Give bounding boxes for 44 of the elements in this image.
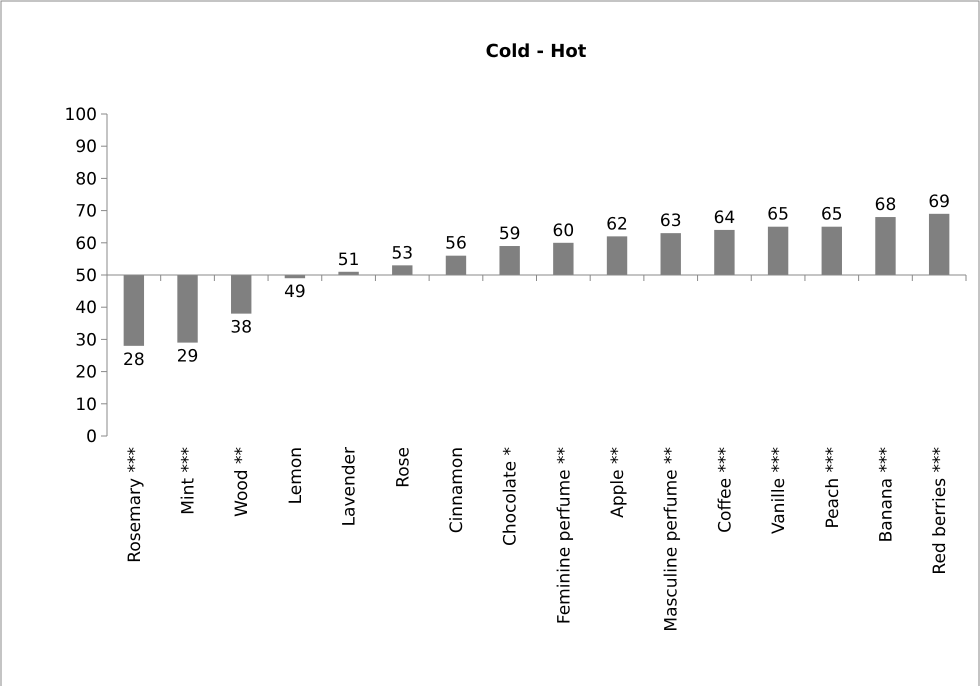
y-tick-label: 0	[86, 427, 97, 447]
data-label: 63	[660, 211, 682, 232]
x-tick-label: Cinnamon	[446, 447, 467, 534]
data-label: 65	[767, 204, 789, 225]
data-label: 60	[552, 220, 574, 241]
data-label: 59	[498, 224, 520, 244]
x-tick-label: Chocolate *	[500, 447, 521, 546]
x-tick-label: Masculine perfume **	[662, 447, 682, 632]
data-label: 38	[230, 318, 252, 338]
x-tick-label: Wood **	[232, 447, 252, 517]
chart-title: Cold - Hot	[486, 41, 587, 62]
x-tick-label: Red berries ***	[930, 447, 950, 575]
x-tick-label: Feminine perfume **	[554, 447, 574, 624]
y-tick-label: 10	[75, 394, 97, 415]
data-label: 69	[928, 192, 950, 212]
x-tick-label: Peach ***	[822, 447, 843, 529]
x-tick-label: Lemon	[286, 447, 306, 504]
y-tick-label: 30	[75, 330, 97, 350]
x-tick-label: Rose	[393, 447, 414, 488]
y-tick-label: 40	[75, 298, 97, 318]
data-label: 68	[874, 195, 896, 216]
y-tick-label: 80	[75, 169, 97, 190]
x-tick-label: Banana ***	[876, 447, 896, 542]
y-tick-label: 20	[75, 362, 97, 383]
y-tick-label: 70	[75, 202, 97, 222]
data-label: 65	[820, 204, 843, 225]
y-tick-label: 100	[64, 105, 97, 125]
data-label: 49	[284, 282, 306, 302]
data-label: 64	[714, 208, 736, 228]
x-tick-label: Apple **	[608, 447, 628, 518]
y-tick-label: 50	[75, 266, 97, 286]
x-tick-label: Lavender	[340, 446, 360, 526]
x-tick-label: Rosemary ***	[124, 447, 145, 563]
x-tick-label: Vanille ***	[769, 447, 790, 534]
data-label: 62	[606, 214, 628, 234]
y-tick-label: 90	[75, 137, 97, 158]
data-label: 29	[176, 346, 198, 367]
x-tick-label: Coffee ***	[715, 447, 736, 533]
y-tick-label: 60	[75, 234, 97, 254]
data-label: 53	[391, 243, 414, 264]
x-tick-label: Mint ***	[178, 447, 199, 515]
data-label: 56	[445, 234, 467, 254]
data-label: 28	[123, 350, 145, 370]
data-label: 51	[338, 250, 360, 270]
